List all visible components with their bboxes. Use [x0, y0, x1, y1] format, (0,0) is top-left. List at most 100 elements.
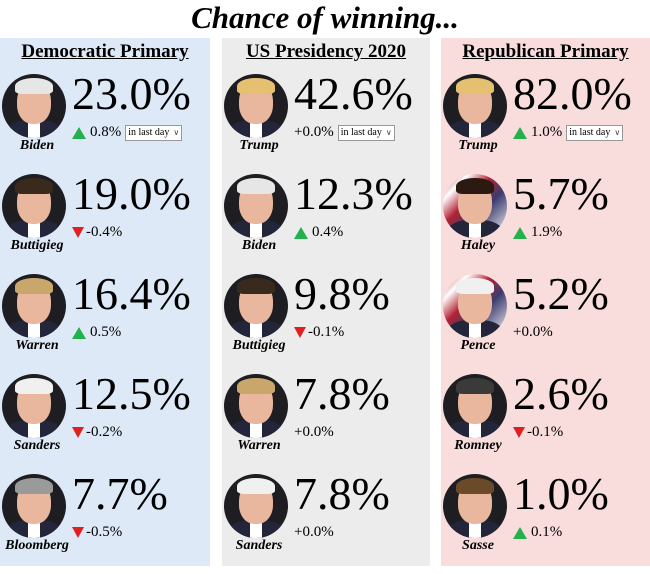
win-probability: 19.0%	[72, 168, 191, 219]
change-value: -0.1%	[527, 424, 564, 440]
win-probability: 16.4%	[72, 268, 191, 319]
candidate-row: Sasse 1.0% 0.1%	[441, 468, 650, 574]
candidate-row: Warren 7.8% +0.0%	[222, 368, 430, 474]
win-probability: 7.7%	[72, 468, 168, 519]
page-title: Chance of winning...	[191, 0, 459, 35]
candidate-avatar	[443, 74, 507, 138]
daily-change: -0.5%	[72, 524, 122, 541]
candidate-row: Trump 82.0% 1.0% in last day ∨	[441, 68, 650, 174]
daily-change: 0.5%	[72, 324, 121, 341]
candidate-name: Trump	[458, 138, 498, 153]
win-probability: 12.5%	[72, 368, 191, 419]
win-probability: 1.0%	[513, 468, 609, 519]
win-probability: 42.6%	[294, 68, 413, 119]
candidate-name: Biden	[241, 238, 277, 253]
triangle-up-icon	[72, 326, 86, 339]
win-probability: 23.0%	[72, 68, 191, 119]
win-probability: 7.8%	[294, 368, 390, 419]
candidate-avatar	[224, 374, 288, 438]
us-presidency-column: US Presidency 2020 Trump 42.6% +0.0% in las…	[222, 38, 430, 566]
candidate-avatar	[443, 174, 507, 238]
daily-change: -0.2%	[72, 424, 122, 441]
triangle-up-icon	[513, 526, 527, 539]
change-value: 1.0%	[531, 124, 563, 140]
candidate-row: Biden 12.3% 0.4%	[222, 168, 430, 274]
daily-change: 1.0% in last day ∨	[513, 124, 624, 141]
change-value: 0.4%	[312, 224, 344, 240]
daily-change: 0.4%	[294, 224, 343, 241]
candidate-row: Buttigieg 9.8% -0.1%	[222, 268, 430, 374]
candidate-name: Bloomberg	[5, 538, 69, 553]
candidate-name: Buttigieg	[232, 338, 286, 353]
change-value: 0.8%	[90, 124, 122, 140]
candidate-avatar	[2, 474, 66, 538]
candidate-row: Biden 23.0% 0.8% in last day ∨	[0, 68, 210, 174]
win-probability: 7.8%	[294, 468, 390, 519]
change-value: -0.1%	[308, 324, 345, 340]
column-heading: Democratic Primary	[21, 41, 189, 62]
candidate-row: Pence 5.2% +0.0%	[441, 268, 650, 374]
candidate-avatar	[224, 274, 288, 338]
daily-change: +0.0%	[513, 324, 553, 341]
candidate-name: Pence	[460, 338, 496, 353]
daily-change: 1.9%	[513, 224, 562, 241]
candidate-name: Trump	[239, 138, 279, 153]
timeframe-select[interactable]: in last day ∨	[566, 124, 624, 141]
change-value: -0.5%	[86, 524, 123, 540]
candidate-avatar	[2, 174, 66, 238]
candidate-avatar	[224, 74, 288, 138]
change-value: 1.9%	[531, 224, 563, 240]
timeframe-select-value: in last day	[340, 126, 382, 138]
triangle-down-icon	[72, 527, 84, 538]
candidate-name: Biden	[19, 138, 55, 153]
chevron-down-icon: ∨	[173, 127, 180, 137]
candidate-row: Trump 42.6% +0.0% in last day ∨	[222, 68, 430, 174]
win-probability: 12.3%	[294, 168, 413, 219]
candidate-row: Haley 5.7% 1.9%	[441, 168, 650, 274]
candidate-row: Sanders 7.8% +0.0%	[222, 468, 430, 574]
change-value: +0.0%	[294, 424, 334, 440]
timeframe-select[interactable]: in last day ∨	[337, 124, 395, 141]
candidate-avatar	[2, 74, 66, 138]
daily-change: -0.1%	[294, 324, 344, 341]
democratic-primary-column: Democratic Primary Biden 23.0% 0.8% in last…	[0, 38, 210, 566]
triangle-down-icon	[294, 327, 306, 338]
column-heading: US Presidency 2020	[245, 41, 407, 62]
candidate-name: Haley	[460, 238, 496, 253]
column-heading: Republican Primary	[462, 41, 629, 62]
daily-change: 0.8% in last day ∨	[72, 124, 183, 141]
candidate-avatar	[224, 474, 288, 538]
timeframe-select-value: in last day	[569, 126, 611, 138]
candidate-name: Sasse	[462, 538, 494, 553]
change-value: +0.0%	[513, 324, 553, 340]
candidate-name: Warren	[237, 438, 281, 453]
candidate-name: Warren	[15, 338, 59, 353]
daily-change: +0.0%	[294, 424, 334, 441]
triangle-up-icon	[294, 226, 308, 239]
daily-change: +0.0%	[294, 524, 334, 541]
triangle-up-icon	[513, 126, 527, 139]
republican-primary-column: Republican Primary Trump 82.0% 1.0% in last…	[441, 38, 650, 566]
candidate-row: Buttigieg 19.0% -0.4%	[0, 168, 210, 274]
candidate-avatar	[2, 374, 66, 438]
candidate-name: Romney	[454, 438, 502, 453]
timeframe-select[interactable]: in last day ∨	[125, 124, 183, 141]
daily-change: -0.1%	[513, 424, 563, 441]
change-value: 0.1%	[531, 524, 563, 540]
chevron-down-icon: ∨	[385, 127, 392, 137]
change-value: -0.2%	[86, 424, 123, 440]
triangle-down-icon	[72, 427, 84, 438]
candidate-name: Sanders	[13, 438, 61, 453]
win-probability: 2.6%	[513, 368, 609, 419]
triangle-up-icon	[72, 126, 86, 139]
chevron-down-icon: ∨	[614, 127, 621, 137]
candidate-avatar	[443, 474, 507, 538]
win-probability: 5.7%	[513, 168, 609, 219]
win-probability: 9.8%	[294, 268, 390, 319]
daily-change: +0.0% in last day ∨	[294, 124, 395, 141]
candidate-name: Sanders	[235, 538, 283, 553]
candidate-row: Romney 2.6% -0.1%	[441, 368, 650, 474]
change-value: -0.4%	[86, 224, 123, 240]
candidate-avatar	[443, 274, 507, 338]
triangle-up-icon	[513, 226, 527, 239]
